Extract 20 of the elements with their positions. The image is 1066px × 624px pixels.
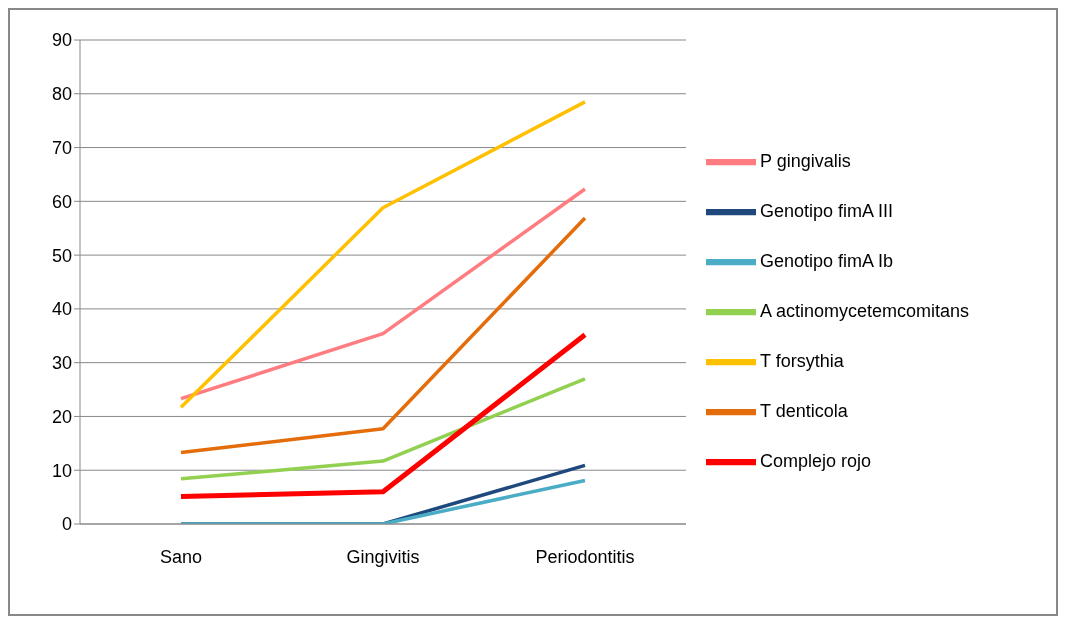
y-tick-label: 90 [51,30,72,51]
legend-label: Complejo rojo [760,450,872,471]
y-tick-label: 0 [61,514,72,535]
y-tick-label: 20 [51,406,72,427]
legend-label: P gingivalis [760,150,851,171]
y-tick-label: 10 [51,460,72,481]
y-tick-label: 40 [51,299,72,320]
x-tick-label: Periodontitis [535,546,635,567]
x-tick-label: Sano [159,546,203,567]
legend-label: Genotipo fimA Ib [760,250,894,271]
legend-label: A actinomycetemcomitans [760,300,970,321]
legend-label: Genotipo fimA III [760,200,894,221]
y-tick-label: 70 [51,137,72,158]
legend-label: T denticola [760,400,848,421]
x-tick-label: Gingivitis [346,546,420,567]
y-tick-label: 60 [51,191,72,212]
legend-label: T forsythia [760,350,844,371]
y-tick-label: 80 [51,84,72,105]
y-tick-label: 30 [51,353,72,374]
y-tick-label: 50 [51,245,72,266]
